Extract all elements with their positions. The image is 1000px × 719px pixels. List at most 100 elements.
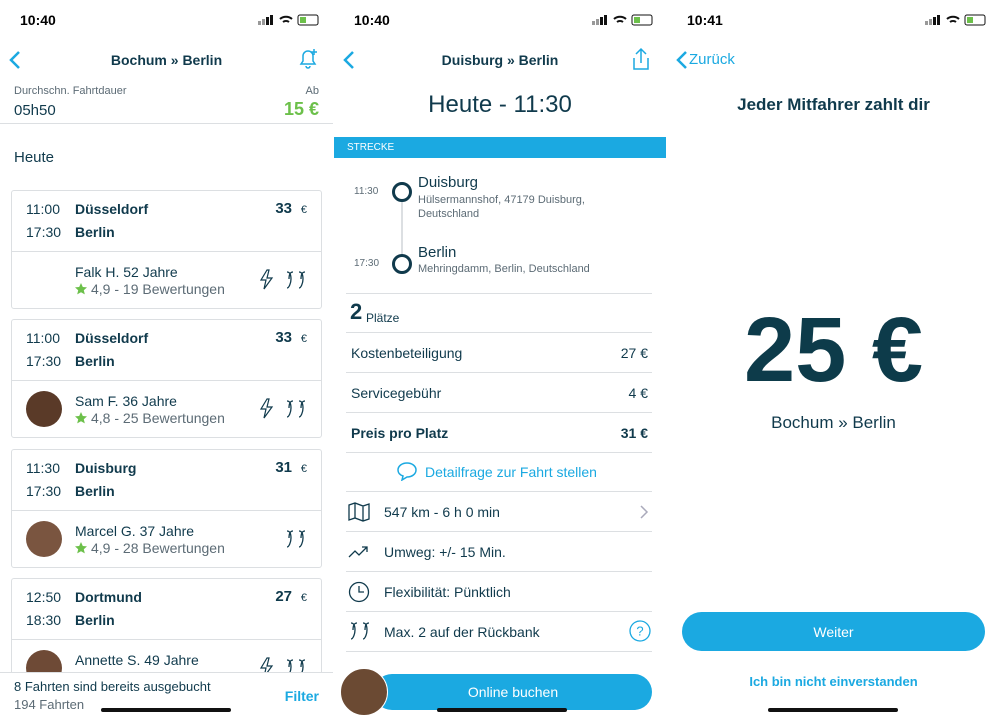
- question-link[interactable]: Detailfrage zur Fahrt stellen: [425, 464, 597, 480]
- to-city: Berlin: [75, 483, 115, 499]
- ride-card[interactable]: 11:00 Düsseldorf 17:30 Berlin 33 € Falk H. 52 …: [11, 190, 322, 309]
- divider: [346, 491, 652, 492]
- route-line: [401, 200, 403, 256]
- star-icon: [75, 283, 87, 295]
- divider: [346, 372, 652, 373]
- nav-title: Duisburg » Berlin: [441, 52, 559, 68]
- arrive-time: 17:30: [26, 224, 62, 240]
- divider: [346, 332, 652, 333]
- driver-rating: 4,9 - 28 Bewertungen: [91, 540, 225, 556]
- from-city: Duisburg: [75, 460, 137, 476]
- divider: [346, 651, 652, 652]
- star-icon: [75, 542, 87, 554]
- status-time: 10:41: [687, 12, 723, 28]
- arrive-time: 17:30: [26, 483, 62, 499]
- depart-time: 11:00: [26, 201, 60, 217]
- ride-currency: €: [300, 592, 307, 604]
- section-band: [334, 137, 666, 158]
- back-button[interactable]: [8, 50, 22, 70]
- driver-avatar: [26, 521, 62, 557]
- ride-currency: €: [300, 333, 307, 345]
- back-icon[interactable]: [675, 50, 689, 70]
- heading: Jeder Mitfahrer zahlt dir: [737, 95, 930, 114]
- driver-avatar: [26, 391, 62, 427]
- clock-icon: [348, 581, 370, 603]
- divider: [346, 611, 652, 612]
- ride-card[interactable]: 11:00 Düsseldorf 17:30 Berlin 33 € Sam F. 36 J…: [11, 319, 322, 438]
- divider: [346, 531, 652, 532]
- divider: [346, 412, 652, 413]
- nav-title: Bochum » Berlin: [110, 52, 223, 68]
- ride-card[interactable]: 11:30 Duisburg 17:30 Berlin 31 € Marcel G. 37 …: [11, 449, 322, 568]
- status-icons: [925, 14, 986, 26]
- seats-icon: [286, 530, 306, 548]
- decline-link[interactable]: Ich bin nicht einverstanden: [749, 674, 918, 689]
- back-button[interactable]: Zurück: [689, 51, 735, 68]
- stop-marker: [392, 182, 412, 202]
- ride-price: 33: [275, 329, 292, 346]
- divider: [346, 293, 652, 294]
- divider: [12, 510, 321, 511]
- cost-label: Servicegebühr: [351, 385, 442, 401]
- cost-value: 31 €: [620, 425, 648, 441]
- cost-label: Preis pro Platz: [351, 425, 449, 441]
- driver-avatar: [340, 668, 388, 716]
- stop-city: Berlin: [418, 244, 457, 261]
- status-time: 10:40: [20, 12, 56, 28]
- continue-button[interactable]: [682, 612, 985, 651]
- seats-icon: [350, 622, 370, 640]
- status-time: 10:40: [354, 12, 390, 28]
- from-city: Dortmund: [75, 589, 142, 605]
- driver-rating: 4,9 - 19 Bewertungen: [91, 281, 225, 297]
- depart-time: 11:00: [26, 330, 60, 346]
- seat-count: 2: [350, 299, 363, 324]
- section-title: Heute: [14, 149, 55, 166]
- price: 25 €: [743, 299, 924, 401]
- screen-list: 10:40 Bochum » Berlin Durchschn. Fahrtda…: [0, 0, 333, 719]
- booked-note: 8 Fahrten sind bereits ausgebucht: [14, 679, 211, 694]
- stop-city: Duisburg: [418, 174, 479, 191]
- ride-price: 31: [275, 459, 292, 476]
- divider: [12, 639, 321, 640]
- stop-time: 17:30: [354, 258, 380, 269]
- ride-price: 33: [275, 200, 292, 217]
- seats-icon: [286, 400, 306, 418]
- book-button-label[interactable]: Online buchen: [467, 684, 559, 700]
- heading: Heute - 11:30: [428, 91, 572, 118]
- alert-button[interactable]: [296, 47, 320, 71]
- instant-icon: [259, 398, 274, 419]
- section-title: STRECKE: [347, 142, 395, 153]
- instant-icon: [259, 269, 274, 290]
- stop-address: Mehringdamm, Berlin, Deutschland: [418, 263, 590, 275]
- to-city: Berlin: [75, 353, 115, 369]
- status-icons: [592, 14, 653, 26]
- from-city: Düsseldorf: [75, 201, 149, 217]
- arrive-time: 18:30: [26, 612, 62, 628]
- filter-button[interactable]: Filter: [284, 688, 319, 704]
- driver-name: Marcel G. 37 Jahre: [75, 523, 195, 539]
- back-button[interactable]: [342, 50, 356, 70]
- from-city: Düsseldorf: [75, 330, 149, 346]
- divider: [346, 452, 652, 453]
- cost-label: Kostenbeteiligung: [351, 345, 463, 361]
- book-button[interactable]: [374, 674, 652, 710]
- map-icon: [348, 502, 370, 522]
- help-button[interactable]: ?: [629, 620, 651, 642]
- continue-label[interactable]: Weiter: [813, 624, 854, 640]
- ride-currency: €: [300, 463, 307, 475]
- summary-label: Durchschn. Fahrtdauer: [14, 85, 127, 97]
- depart-time: 11:30: [26, 460, 60, 476]
- info-text: Flexibilität: Pünktlich: [384, 584, 511, 600]
- share-button[interactable]: [631, 47, 651, 71]
- instant-icon: [259, 657, 274, 678]
- summary-duration: 05h50: [14, 102, 56, 119]
- driver-rating: 4,8 - 25 Bewertungen: [91, 410, 225, 426]
- ride-price: 27: [275, 588, 292, 605]
- driver-name: Annette S. 49 Jahre: [75, 652, 199, 668]
- chat-icon: [397, 462, 417, 481]
- ride-count: 194 Fahrten: [14, 697, 85, 712]
- depart-time: 12:50: [26, 589, 62, 605]
- screen-price: 10:41 Zurück Jeder Mitfahrer zahlt dir 2…: [667, 0, 1000, 719]
- divider: [0, 123, 333, 124]
- stop-time: 11:30: [354, 186, 379, 197]
